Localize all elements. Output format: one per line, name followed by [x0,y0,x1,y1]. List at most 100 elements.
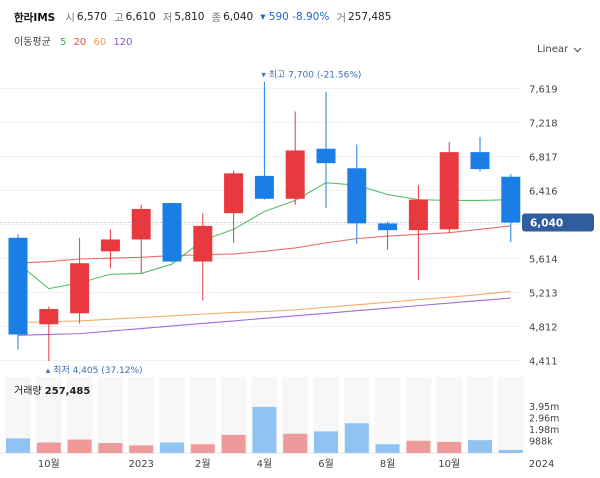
volume-slot [436,377,463,453]
close-label: 종 [211,11,222,24]
volume-slot [189,377,216,453]
volume-slot [97,377,124,453]
ma120-line [17,297,511,336]
price-tick-label: 5,213 [529,289,558,300]
time-tick-label: 10월 [438,458,460,470]
ma-5-label[interactable]: 5 [60,37,67,48]
ma20-line [17,225,511,264]
ma-60-label[interactable]: 60 [93,37,107,48]
low-label: 저 [162,11,173,24]
price-tick-label: 4,411 [529,357,558,368]
volume-slot [159,377,185,453]
volume-bar [498,449,523,453]
price-tick-label: 4,812 [529,323,558,334]
moving-average-lines [17,182,511,336]
volume-bar [344,423,369,453]
candle-up [39,309,59,325]
volume-slot [35,377,62,453]
candle-up [439,152,459,230]
volume-slot [374,377,401,453]
volume-slot [497,377,524,453]
volume-panel-title: 거래량 [14,386,42,397]
time-tick-label: 2024 [529,459,554,470]
volume-bar [283,433,308,453]
open-value: 6,570 [76,11,107,23]
high-label: 고 [113,11,124,24]
current-price-badge [522,213,594,232]
candle-up [224,173,244,214]
current-price-label: 6,040 [530,218,563,230]
volume-panel-value: 257,485 [44,386,91,397]
scale-button-label: Linear [537,44,569,55]
volume-bar [252,406,277,453]
candle-down [254,175,274,199]
candle-down [378,223,398,231]
volume-bar [6,438,30,453]
candle-down [347,168,367,224]
volume-bar [314,431,338,453]
volume-bars [6,406,523,453]
time-tick-label: 2023 [128,459,153,470]
volume-slot [128,377,155,453]
volume-bar [437,441,462,453]
candle-up [70,263,90,314]
volume-tick-label: 2.96m [529,413,559,424]
volume-label: 거 [336,11,346,24]
volume-tick-label: 988k [529,436,553,447]
volume-bar [67,439,92,453]
ma-20-label[interactable]: 20 [73,37,87,48]
candle-up [100,239,120,252]
volume-bar [160,442,184,453]
candle-up [193,225,213,262]
moving-average-legend: 이동평균 5 20 60 120 [14,33,137,48]
chevron-down-icon [573,47,582,52]
volume-tick-label: 3.95m [529,402,559,413]
volume-tick-label: 1.98m [529,425,559,436]
price-tick-label: 7,218 [529,119,558,130]
price-change: ▾ 590 -8.90% [260,11,330,23]
price-tick-label: 6,817 [529,153,558,164]
volume-bar [406,440,431,453]
ma-120-label[interactable]: 120 [113,37,133,48]
time-tick-label: 6월 [318,458,334,470]
volume-panel-label: 거래량 257,485 [14,382,90,397]
open-label: 시 [65,11,75,24]
price-tick-label: 7,619 [529,85,558,96]
low-value: 5,810 [174,11,205,23]
price-tick-label: 5,614 [529,255,558,266]
max-price-label: ▾ 최고 7,700 (-21.56%) [261,70,361,81]
volume-bar [98,443,123,453]
price-axis: 7,6197,2186,8176,4166,0155,6145,2134,812… [0,85,594,368]
ma5-line [17,182,511,290]
candle-down [316,148,336,164]
ma-legend-label: 이동평균 [14,37,51,48]
time-tick-label: 2월 [195,458,211,470]
stock-name: 한라IMS [14,11,56,24]
volume-bar [375,444,400,453]
volume-bar [129,445,154,453]
time-tick-label: 10월 [38,458,60,470]
chart-annotations: ▾ 최고 7,700 (-21.56%) ▴ 최저 4,405 (37.12%) [46,70,362,376]
candle-down [8,237,28,335]
candle-down [470,152,490,170]
candlesticks [8,81,521,362]
candle-down [501,176,521,223]
candle-up [131,208,151,240]
candle-down [162,203,182,262]
volume-value: 257,485 [348,11,392,23]
stock-header: 한라IMS 시 6,570 고 6,610 저 5,810 종 6,040 ▾ … [14,9,398,25]
min-price-label: ▴ 최저 4,405 (37.12%) [46,365,143,376]
volume-bar [36,442,61,453]
high-value: 6,610 [125,11,156,23]
candle-up [408,199,428,231]
scale-toggle-button[interactable]: Linear [537,44,582,55]
volume-bar [221,434,246,453]
volume-slot [405,377,432,453]
close-value: 6,040 [223,11,254,23]
time-axis: 10월 2023 2월 4월 6월 8월 10월 2024 [38,458,554,470]
candle-up [285,150,305,199]
time-tick-label: 4월 [257,458,273,470]
volume-bar [190,444,215,453]
